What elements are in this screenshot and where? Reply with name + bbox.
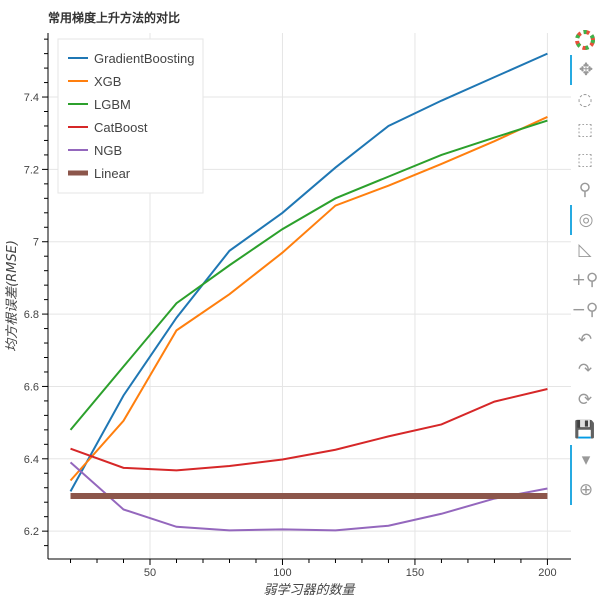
y-tick-label: 6.6 xyxy=(24,381,39,393)
poly-select-tool-icon: ◺ xyxy=(578,240,592,260)
x-tick-label: 150 xyxy=(406,567,424,579)
lasso-select-tool-button[interactable]: ◌ xyxy=(570,85,600,115)
wheel-zoom-tool-icon: ◎ xyxy=(578,210,594,230)
lasso-select-tool-icon: ◌ xyxy=(577,90,593,110)
zoom-in-out-tool-icon: ⚲ xyxy=(578,180,592,200)
series-lines xyxy=(69,52,548,532)
legend-label: LGBM xyxy=(94,97,131,112)
undo-tool-button[interactable]: ↶ xyxy=(570,325,600,355)
hover-tool-icon: ▾ xyxy=(581,450,591,470)
reset-tool-button[interactable]: ⟳ xyxy=(570,385,600,415)
zoom-in-tool-button[interactable]: +⚲ xyxy=(570,265,600,295)
crosshair-tool-button[interactable]: ⊕ xyxy=(570,475,600,505)
y-tick-label: 7.4 xyxy=(24,92,39,104)
y-axis-label: 均方根误差(RMSE) xyxy=(5,240,20,352)
legend-label: CatBoost xyxy=(94,120,148,135)
y-tick-label: 6.2 xyxy=(24,526,39,538)
legend-label: NGB xyxy=(94,143,122,158)
x-axis-label: 弱学习器的数量 xyxy=(263,582,356,598)
y-tick-label: 7 xyxy=(33,237,39,249)
undo-tool-icon: ↶ xyxy=(577,330,593,350)
x-tick-label: 100 xyxy=(273,567,291,579)
save-tool-button[interactable]: 💾 xyxy=(570,415,600,445)
box-select-tool-icon: ⬚ xyxy=(576,150,594,170)
legend-label: Linear xyxy=(94,166,131,181)
legend-label: GradientBoosting xyxy=(94,51,194,66)
save-tool-icon: 💾 xyxy=(574,420,596,440)
wheel-zoom-tool-button[interactable]: ◎ xyxy=(570,205,600,235)
zoom-in-out-tool-button[interactable]: ⚲ xyxy=(570,175,600,205)
x-tick-label: 200 xyxy=(538,567,556,579)
y-tick-label: 6.4 xyxy=(24,454,39,466)
legend-box xyxy=(57,38,204,194)
toolbar: ✥ ◌ ⬚ ⬚ ⚲ ◎ ◺ +⚲ −⚲ ↶ ↷ ⟳ 💾 ▾ ⊕ xyxy=(570,25,600,505)
series-line-lgbm xyxy=(69,119,548,431)
zoom-in-tool-icon: +⚲ xyxy=(571,270,599,290)
crosshair-tool-icon: ⊕ xyxy=(578,480,594,500)
pan-tool-button[interactable]: ✥ xyxy=(570,55,600,85)
series-line-ngb xyxy=(69,461,548,532)
series-line-catboost xyxy=(70,387,548,472)
box-select-tool-button[interactable]: ⬚ xyxy=(570,145,600,175)
box-zoom-tool-icon: ⬚ xyxy=(576,120,594,140)
zoom-out-tool-icon: −⚲ xyxy=(571,300,599,320)
y-tick-label: 7.2 xyxy=(24,164,39,176)
series-line-xgb xyxy=(69,116,548,482)
zoom-out-tool-button[interactable]: −⚲ xyxy=(570,295,600,325)
x-tick-label: 50 xyxy=(144,567,156,579)
legend-label: XGB xyxy=(94,74,121,89)
series-line-gradientboosting xyxy=(69,52,548,492)
box-zoom-tool-button[interactable]: ⬚ xyxy=(570,115,600,145)
redo-tool-icon: ↷ xyxy=(577,360,593,380)
axes: 50 100 150 200 6.2 6.4 6.6 6.8 7 7.2 7.4 xyxy=(24,33,571,579)
legend: GradientBoosting XGB LGBM CatBoost NGB Linear xyxy=(57,38,204,194)
bokeh-logo-icon[interactable] xyxy=(570,25,600,55)
chart-title: 常用梯度上升方法的对比 xyxy=(48,10,180,25)
hover-tool-button[interactable]: ▾ xyxy=(570,445,600,475)
poly-select-tool-button[interactable]: ◺ xyxy=(570,235,600,265)
reset-tool-icon: ⟳ xyxy=(577,390,593,410)
pan-tool-icon: ✥ xyxy=(578,60,594,80)
redo-tool-button[interactable]: ↷ xyxy=(570,355,600,385)
y-tick-label: 6.8 xyxy=(24,309,39,321)
